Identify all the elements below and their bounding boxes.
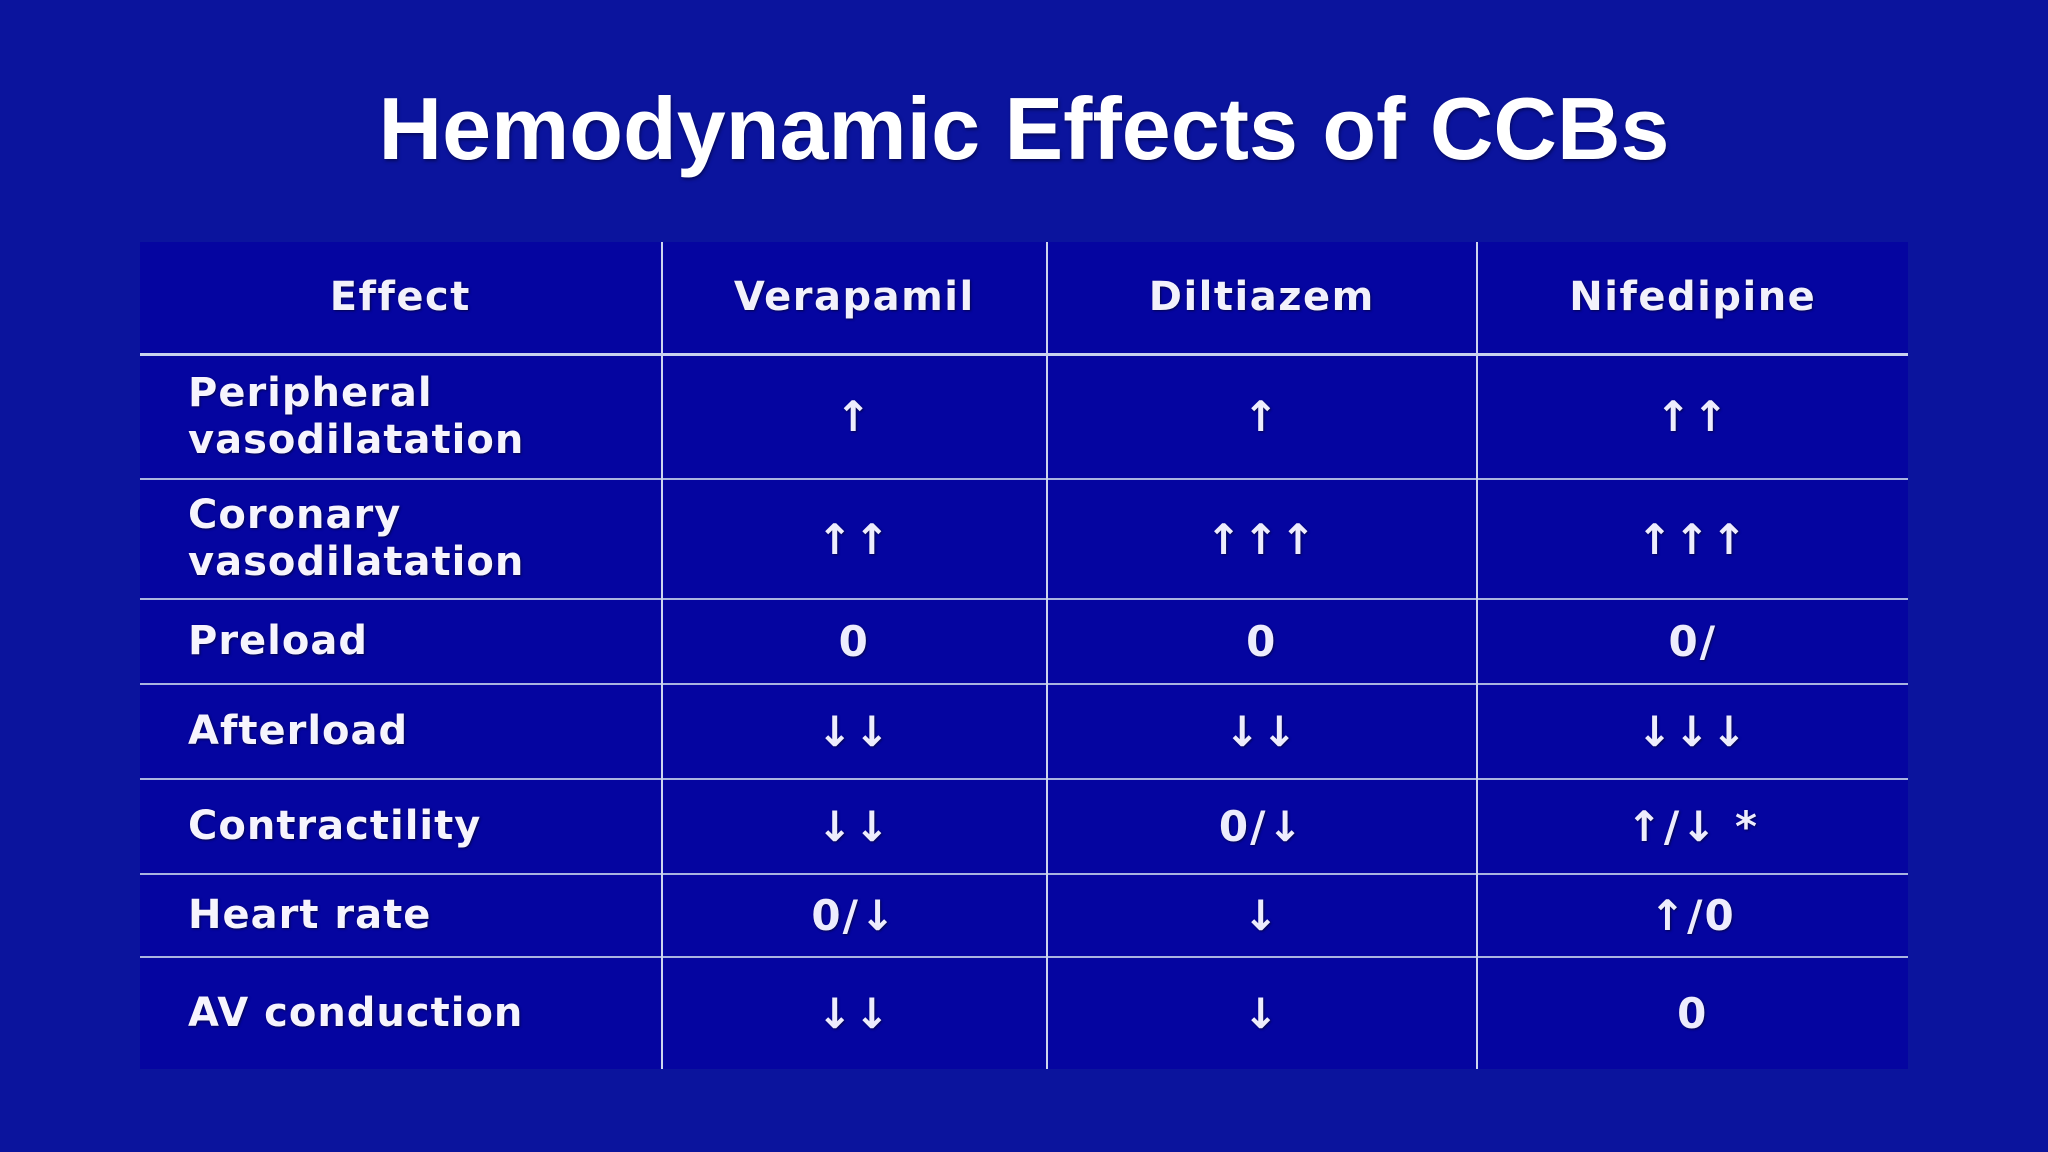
cell-nifedipine-value: 0/ <box>1475 599 1908 684</box>
cell-verapamil-value: ↓↓ <box>660 684 1047 779</box>
row-label: Preload <box>188 617 368 664</box>
column-header-verapamil: Verapamil <box>660 242 1047 356</box>
row-label: Peripheral vasodilatation <box>188 369 525 463</box>
cell-nifedipine-value: ↑/0 <box>1475 874 1908 957</box>
table-row-heart-rate: Heart rate 0/↓ ↓ ↑/0 <box>140 874 1908 957</box>
slide-title: Hemodynamic Effects of CCBs <box>378 79 1670 178</box>
table-row-contractility: Contractility ↓↓ 0/↓ ↑/↓ * <box>140 779 1908 874</box>
row-label: Afterload <box>188 707 409 754</box>
hemodynamic-effects-table: Effect Verapamil Diltiazem Nifedipine Pe… <box>140 242 1908 1069</box>
cell-diltiazem-value: 0 <box>1045 599 1477 684</box>
cell-verapamil-value: 0 <box>660 599 1047 684</box>
table-row-peripheral-vasodilatation: Peripheral vasodilatation ↑ ↑ ↑↑ <box>140 354 1908 479</box>
column-header-nifedipine: Nifedipine <box>1475 242 1908 356</box>
table-row-preload: Preload 0 0 0/ <box>140 599 1908 684</box>
column-header-effect: Effect <box>140 242 662 356</box>
cell-diltiazem-value: ↓ <box>1045 874 1477 957</box>
cell-verapamil-value: 0/↓ <box>660 874 1047 957</box>
row-label: Heart rate <box>188 891 432 938</box>
row-label: Coronary vasodilatation <box>188 491 525 585</box>
table-header-row: Effect Verapamil Diltiazem Nifedipine <box>140 242 1908 356</box>
cell-verapamil-value: ↑↑ <box>660 479 1047 599</box>
cell-diltiazem-value: 0/↓ <box>1045 779 1477 874</box>
table-row-av-conduction: AV conduction ↓↓ ↓ 0 <box>140 957 1908 1069</box>
cell-nifedipine-value: ↑↑↑ <box>1475 479 1908 599</box>
cell-nifedipine-value: ↓↓↓ <box>1475 684 1908 779</box>
column-header-diltiazem: Diltiazem <box>1045 242 1477 356</box>
cell-verapamil-value: ↑ <box>660 354 1047 479</box>
cell-diltiazem-value: ↓↓ <box>1045 684 1477 779</box>
cell-verapamil-value: ↓↓ <box>660 779 1047 874</box>
table-row-coronary-vasodilatation: Coronary vasodilatation ↑↑ ↑↑↑ ↑↑↑ <box>140 479 1908 599</box>
cell-diltiazem-value: ↓ <box>1045 957 1477 1069</box>
cell-nifedipine-value: ↑/↓ * <box>1475 779 1908 874</box>
cell-diltiazem-value: ↑↑↑ <box>1045 479 1477 599</box>
row-label: Contractility <box>188 802 482 849</box>
row-label: AV conduction <box>188 989 524 1036</box>
table-row-afterload: Afterload ↓↓ ↓↓ ↓↓↓ <box>140 684 1908 779</box>
cell-diltiazem-value: ↑ <box>1045 354 1477 479</box>
cell-nifedipine-value: 0 <box>1475 957 1908 1069</box>
cell-verapamil-value: ↓↓ <box>660 957 1047 1069</box>
cell-nifedipine-value: ↑↑ <box>1475 354 1908 479</box>
